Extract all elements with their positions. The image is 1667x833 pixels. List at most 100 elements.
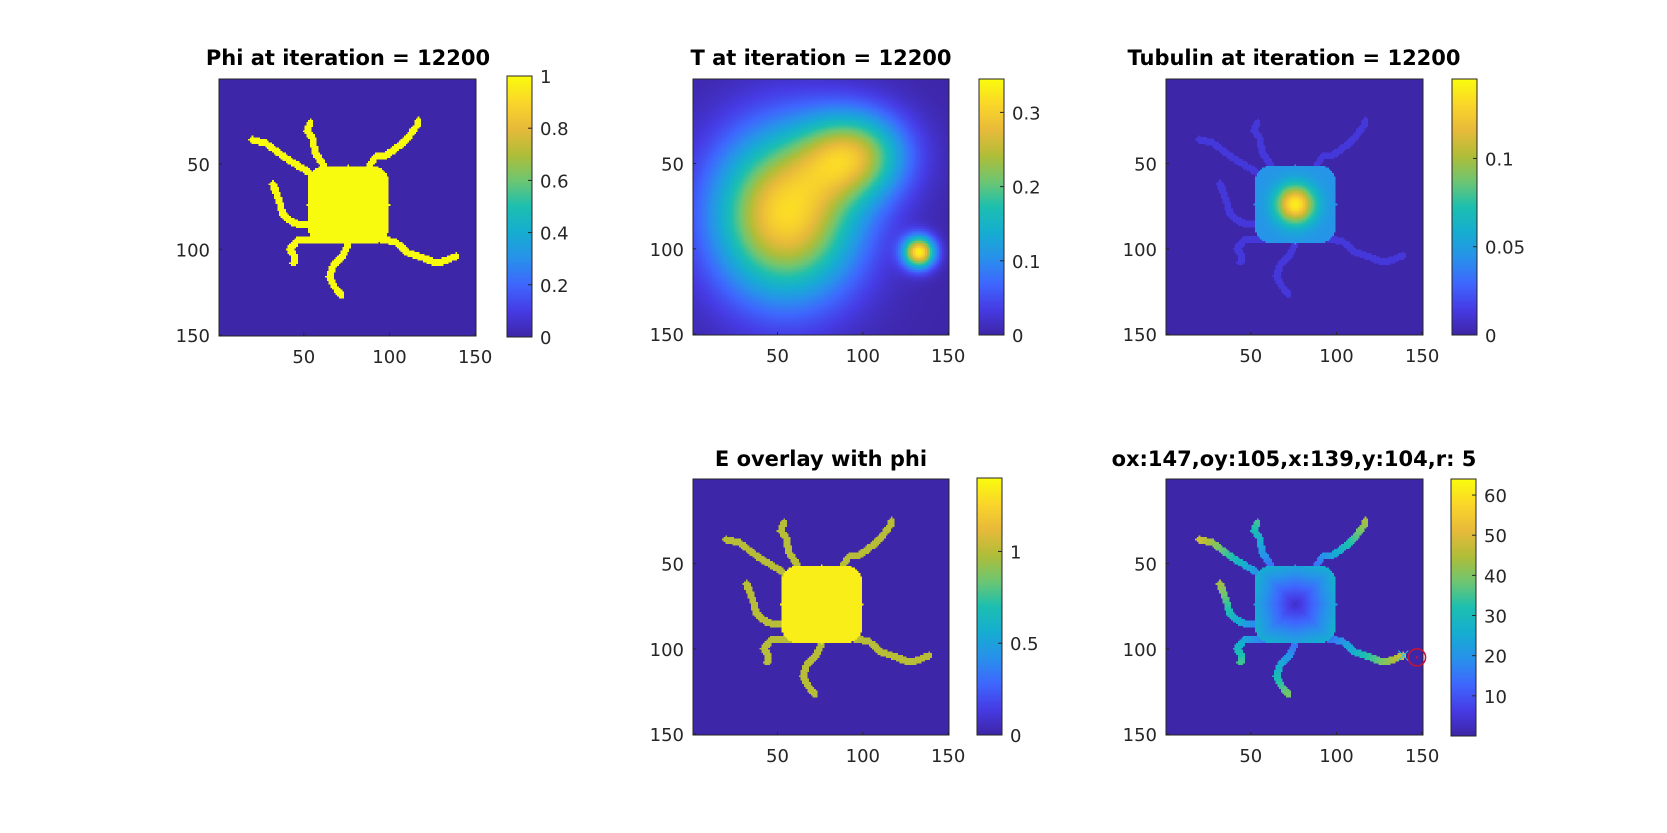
panel-distance-axes-box: [1165, 478, 1424, 736]
panel-phi-colorbar-box: [506, 75, 533, 338]
colorbar-tick-label: 0.8: [540, 119, 569, 140]
panel-t: T at iteration = 12200 50 100 15050100150 …: [650, 46, 1041, 367]
panel-tubulin-colorbar-box: [1451, 78, 1478, 336]
panel-tubulin: Tubulin at iteration = 12200 50 100 150 50 1…: [1123, 46, 1525, 367]
panel-t-title: T at iteration = 12200: [690, 46, 951, 70]
x-tick-label: 50: [766, 346, 789, 367]
y-tick-label: 150: [176, 326, 210, 347]
y-tick-label: 50: [1134, 154, 1157, 175]
colorbar-tick-label: 10: [1484, 687, 1507, 708]
panel-t-heatmap: [693, 79, 949, 335]
x-tick-label: 100: [846, 746, 880, 767]
y-tick-label: 150: [650, 325, 684, 346]
panel-phi-axes-box: [218, 78, 477, 337]
panel-phi: Phi at iteration = 12200 50 100 150 50 100 15…: [176, 46, 569, 368]
colorbar-tick-label: 60: [1484, 486, 1507, 507]
x-tick-label: 100: [846, 346, 880, 367]
y-tick-label: 50: [1134, 554, 1157, 575]
x-tick-label: 150: [458, 347, 492, 368]
x-tick-label: 50: [1239, 746, 1262, 767]
x-tick-label: 50: [292, 347, 315, 368]
panel-t-axes-box: [692, 78, 950, 336]
panel-e-colorbar-holder: [977, 478, 1002, 735]
colorbar-tick-label: 0.1: [1012, 252, 1041, 273]
colorbar-tick-label: 0.6: [540, 171, 569, 192]
panel-tubulin-colorbar-gradient: [1452, 79, 1477, 335]
panel-e-heatmap: [693, 479, 949, 735]
colorbar-tick-label: 40: [1484, 566, 1507, 587]
panel-e-title: E overlay with phi: [715, 447, 927, 471]
colorbar-tick-label: 30: [1484, 607, 1507, 628]
panel-t-colorbar-ticks: 0 0.1 0.2 0.3: [1000, 103, 1041, 347]
colorbar-tick-label: 1: [540, 67, 551, 88]
x-tick-label: 150: [1405, 746, 1439, 767]
panel-phi-colorbar-ticks: 0 0.2 0.4 0.6 0.8 1: [528, 67, 569, 349]
y-tick-label: 100: [650, 240, 684, 261]
y-tick-label: 150: [1123, 325, 1157, 346]
x-tick-label: 50: [766, 746, 789, 767]
panel-tubulin-image-holder: [1166, 79, 1423, 335]
panel-phi-colorbar: 0 0.2 0.4 0.6 0.8 1: [506, 67, 569, 349]
panel-e: E overlay with phi 50 100 150 50 100 150 00.5…: [650, 447, 1039, 767]
panel-phi-image-holder: [219, 79, 476, 336]
panel-distance-heatmap: [1166, 479, 1423, 735]
panel-t-ticks: 50 100 150 50 100 150: [650, 154, 966, 367]
y-tick-label: 100: [650, 640, 684, 661]
panel-distance-colorbar-holder: [1451, 479, 1476, 736]
colorbar-tick-label: 0.4: [540, 224, 569, 245]
y-tick-label: 100: [1123, 640, 1157, 661]
colorbar-tick-label: 0: [540, 328, 551, 349]
panel-distance-colorbar-ticks: 10 20 30 40 50 60: [1472, 486, 1507, 708]
panel-e-ticks: 50 100 150 50 100 150: [650, 554, 966, 767]
panel-phi-title: Phi at iteration = 12200: [206, 46, 490, 70]
y-tick-label: 50: [661, 154, 684, 175]
panel-e-colorbar-ticks: 00.51: [998, 542, 1039, 747]
panel-tubulin-heatmap: [1166, 79, 1423, 335]
x-tick-label: 150: [931, 746, 965, 767]
colorbar-tick-label: 20: [1484, 647, 1507, 668]
panel-distance-colorbar-box: [1450, 478, 1477, 737]
x-tick-label: 150: [931, 346, 965, 367]
panel-tubulin-colorbar-ticks: 0 0.05 0.1: [1473, 149, 1525, 347]
panel-distance: ox:147,oy:105,x:139,y:104,r: 5 50 100 150 5…: [1112, 447, 1507, 767]
colorbar-tick-label: 0.2: [1012, 178, 1041, 199]
y-tick-label: 150: [1123, 725, 1157, 746]
panel-tubulin-axes-box: [1165, 78, 1424, 336]
y-tick-label: 100: [176, 240, 210, 261]
panel-tubulin-ticks: 50 100 150 50 100 150: [1123, 154, 1440, 367]
colorbar-tick-label: 0.1: [1485, 149, 1514, 170]
panel-phi-colorbar-holder: [507, 76, 532, 337]
panel-e-colorbar: 00.51: [976, 477, 1039, 747]
panel-distance-colorbar-gradient: [1451, 479, 1476, 736]
panel-e-image-holder: [693, 479, 949, 735]
x-tick-label: 100: [372, 347, 406, 368]
colorbar-tick-label: 0.3: [1012, 103, 1041, 124]
panel-distance-title: ox:147,oy:105,x:139,y:104,r: 5: [1112, 447, 1477, 471]
panel-tubulin-title: Tubulin at iteration = 12200: [1127, 46, 1460, 70]
colorbar-tick-label: 0: [1485, 326, 1496, 347]
colorbar-tick-label: 50: [1484, 526, 1507, 547]
colorbar-tick-label: 0: [1012, 326, 1023, 347]
radius-circle-marker: [1407, 647, 1427, 667]
panel-phi-heatmap: [219, 79, 476, 336]
colorbar-tick-label: 0.5: [1010, 634, 1039, 655]
panel-distance-markers: [1397, 647, 1427, 667]
y-tick-label: 100: [1123, 240, 1157, 261]
panel-t-image-holder: [693, 79, 949, 335]
x-tick-label: 100: [1319, 746, 1353, 767]
panel-t-colorbar-box: [978, 78, 1005, 336]
panel-tubulin-colorbar-holder: [1452, 79, 1477, 335]
panel-t-colorbar-holder: [979, 79, 1004, 335]
panel-e-colorbar-box: [976, 477, 1003, 736]
panel-t-colorbar: 0 0.1 0.2 0.3: [978, 78, 1041, 347]
colorbar-tick-label: 1: [1010, 542, 1021, 563]
panel-t-colorbar-gradient: [979, 79, 1004, 335]
x-tick-label: 50: [1239, 346, 1262, 367]
y-tick-label: 150: [650, 725, 684, 746]
y-tick-label: 50: [187, 155, 210, 176]
y-tick-label: 50: [661, 554, 684, 575]
colorbar-tick-label: 0.05: [1485, 238, 1525, 259]
panel-tubulin-colorbar: 0 0.05 0.1: [1451, 78, 1525, 347]
panel-distance-colorbar: 10 20 30 40 50 60: [1450, 478, 1507, 737]
